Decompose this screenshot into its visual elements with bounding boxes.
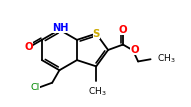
Text: CH$_3$: CH$_3$ (88, 85, 106, 98)
Text: Cl: Cl (30, 83, 40, 92)
Text: O: O (25, 42, 33, 52)
Text: NH: NH (52, 23, 69, 33)
Text: O: O (130, 45, 139, 55)
Text: O: O (119, 25, 127, 36)
Text: CH$_3$: CH$_3$ (157, 53, 175, 65)
Text: S: S (92, 29, 100, 39)
